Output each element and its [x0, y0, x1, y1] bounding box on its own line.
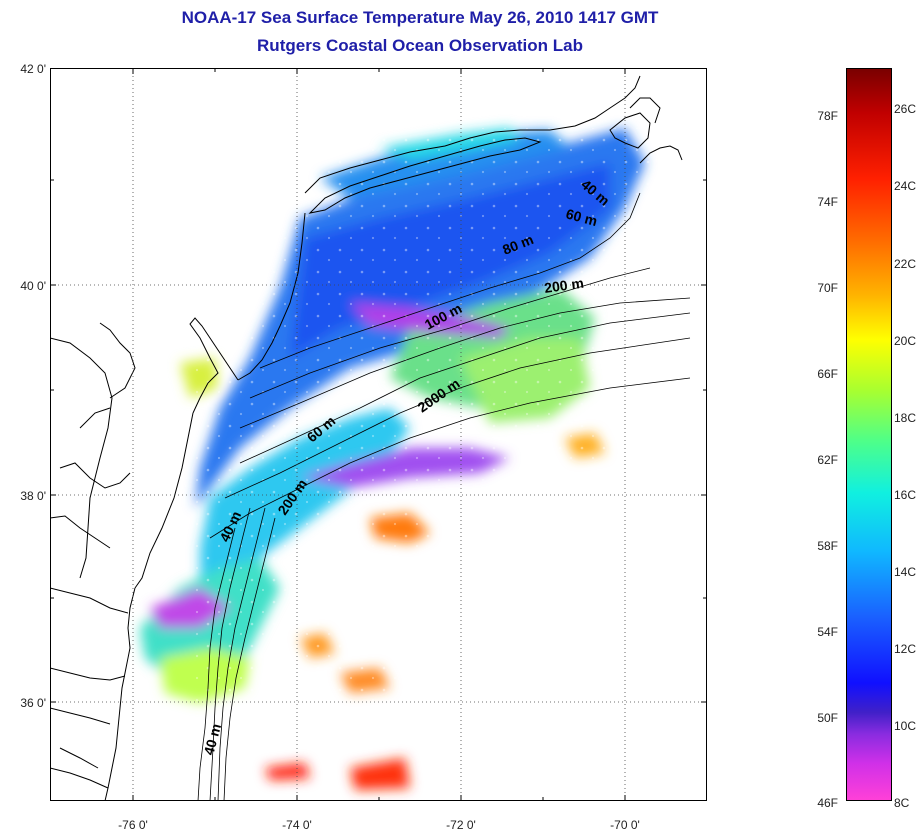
- lon-label-76: -76 0': [118, 818, 148, 832]
- coastline: [50, 75, 683, 801]
- colorbar-label-70f: 70F: [817, 281, 838, 295]
- colorbar-label-10c: 10C: [894, 719, 917, 733]
- temperature-colorbar: [846, 68, 892, 801]
- contour-label-200m-north: 200 m: [543, 275, 585, 296]
- colorbar-label-14c: 14C: [894, 565, 917, 579]
- lat-label-40: 40 0': [20, 279, 46, 293]
- colorbar-label-54f: 54F: [817, 625, 838, 639]
- depth-contours: [197, 192, 691, 801]
- colorbar-label-12c: 12C: [894, 642, 917, 656]
- lat-label-42: 42 0': [20, 62, 46, 76]
- lon-label-74: -74 0': [282, 818, 312, 832]
- map-frame: [50, 68, 707, 801]
- lat-label-38: 38 0': [20, 489, 46, 503]
- colorbar-label-26c: 26C: [894, 102, 917, 116]
- colorbar-label-16c: 16C: [894, 488, 917, 502]
- colorbar-label-50f: 50F: [817, 711, 838, 725]
- colorbar-label-62f: 62F: [817, 453, 838, 467]
- lat-label-36: 36 0': [20, 696, 46, 710]
- colorbar-label-78f: 78F: [817, 109, 838, 123]
- map-subtitle: Rutgers Coastal Ocean Observation Lab: [257, 36, 583, 55]
- gridlines: [50, 68, 707, 801]
- lon-label-70: -70 0': [610, 818, 640, 832]
- colorbar-label-8c: 8C: [894, 796, 910, 810]
- contour-label-40m-south: 40 m: [200, 722, 224, 757]
- colorbar-label-74f: 74F: [817, 195, 838, 209]
- colorbar-label-18c: 18C: [894, 411, 917, 425]
- colorbar-label-46f: 46F: [817, 796, 838, 810]
- contour-label-60m-north: 60 m: [564, 205, 599, 229]
- map-title: NOAA-17 Sea Surface Temperature May 26, …: [181, 8, 659, 27]
- colorbar-label-58f: 58F: [817, 539, 838, 553]
- sst-imagery: [140, 128, 650, 790]
- colorbar-label-20c: 20C: [894, 334, 917, 348]
- colorbar-label-22c: 22C: [894, 257, 917, 271]
- colorbar-label-24c: 24C: [894, 179, 917, 193]
- sst-map: 40 m 60 m 80 m 200 m 100 m 2000 m 60 m 2…: [50, 68, 707, 801]
- colorbar-label-66f: 66F: [817, 367, 838, 381]
- lon-label-72: -72 0': [446, 818, 476, 832]
